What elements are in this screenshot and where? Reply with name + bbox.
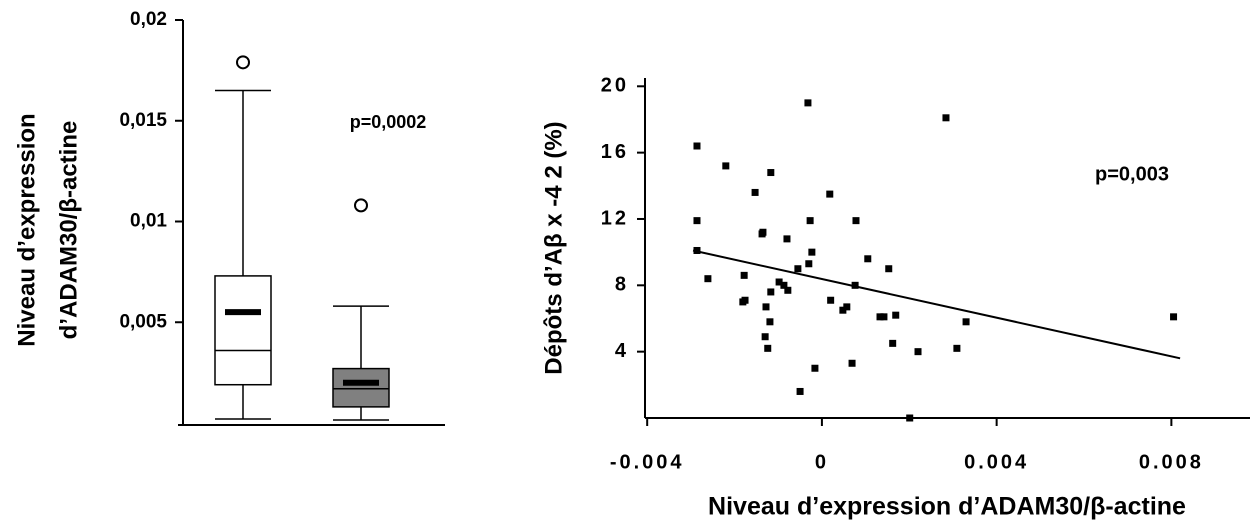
point [722,162,730,170]
point [761,333,769,341]
point [953,344,961,352]
point [751,188,759,196]
y-axis-label: d’ADAM30/β-actine [55,121,82,340]
y-axis-label: Niveau d’expression [13,113,40,346]
point [880,313,888,321]
point [767,169,775,177]
point [889,339,897,347]
point [783,235,791,243]
point [826,190,834,198]
fit-line [692,249,1181,360]
point [804,99,812,107]
point [848,359,856,367]
y-tick-label: 0,015 [119,110,167,131]
point [784,286,792,294]
point [876,313,884,321]
y-tick-label: 16 [601,141,629,163]
point [764,344,772,352]
point [780,281,788,289]
annotation: p=0,003 [1095,163,1169,185]
point [864,255,872,263]
point [740,271,748,279]
point [759,228,767,236]
y-tick-label: 4 [615,340,629,362]
y-tick-label: 20 [601,75,629,97]
point [906,414,914,422]
x-tick-label: -0.004 [610,451,685,473]
point [766,318,774,326]
y-tick-label: 0,005 [119,311,167,332]
point [851,281,859,289]
point [962,318,970,326]
y-axis-label: Dépôts d’Aβ x -4 2 (%) [540,121,567,374]
point [942,114,950,122]
point [843,303,851,311]
point [839,306,847,314]
outlier [354,198,368,213]
point [827,296,835,304]
point [892,311,900,319]
y-tick-label: 12 [601,207,629,229]
point [885,265,893,273]
point [805,260,813,268]
point [704,275,712,283]
y-tick-label: 0,02 [130,9,167,30]
point [796,387,804,395]
point [775,278,783,286]
annotation: p=0,0002 [350,112,427,132]
point [808,248,816,256]
outlier [236,55,250,70]
x-tick-label: 0 [815,451,829,473]
point [794,265,802,273]
point [693,246,701,254]
x-tick-label: 0.004 [964,451,1029,473]
box [214,275,272,386]
point [693,217,701,225]
point [852,217,860,225]
point [741,296,749,304]
point [914,348,922,356]
point [811,364,819,372]
x-axis-label: Niveau d’expression d’ADAM30/β-actine [708,493,1186,521]
box [332,367,390,408]
point [762,303,770,311]
point [693,142,701,150]
point [806,217,814,225]
point [767,288,775,296]
y-tick-label: 8 [615,274,629,296]
x-tick-label: 0.008 [1139,451,1204,473]
point [1170,313,1178,321]
y-tick-label: 0,01 [130,211,167,232]
